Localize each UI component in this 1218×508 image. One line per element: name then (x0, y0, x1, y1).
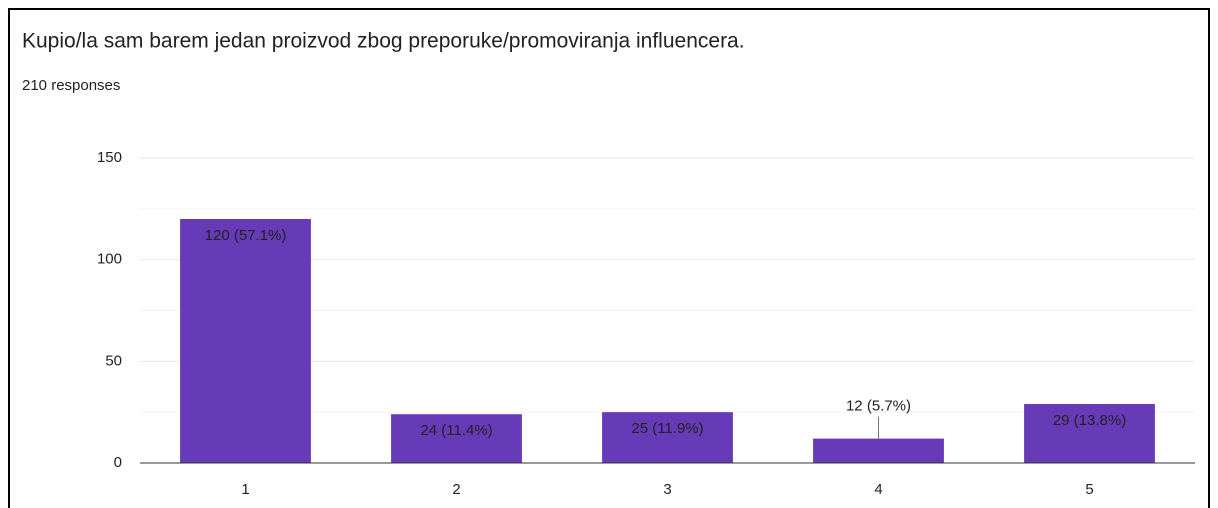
data-label: 25 (11.9%) (631, 420, 703, 437)
x-tick-label: 5 (1085, 481, 1093, 498)
chart-title: Kupio/la sam barem jedan proizvod zbog p… (22, 30, 745, 53)
data-label: 24 (11.4%) (420, 422, 492, 439)
x-tick-label: 4 (874, 481, 882, 498)
data-label: 29 (13.8%) (1053, 412, 1126, 429)
chart-subtitle: 210 responses (22, 77, 120, 94)
x-tick-label: 3 (663, 481, 671, 498)
x-tick-label: 2 (452, 481, 460, 498)
bar (813, 438, 944, 463)
bar (602, 412, 733, 463)
data-label: 120 (57.1%) (205, 227, 287, 244)
y-tick-label: 50 (105, 352, 122, 369)
x-tick-label: 1 (241, 481, 249, 498)
bar (391, 414, 522, 463)
y-tick-label: 100 (97, 251, 122, 268)
y-tick-label: 150 (97, 149, 122, 166)
bar (1024, 404, 1155, 463)
data-label: 12 (5.7%) (846, 398, 911, 415)
y-tick-label: 0 (114, 454, 122, 471)
bar (180, 219, 311, 463)
